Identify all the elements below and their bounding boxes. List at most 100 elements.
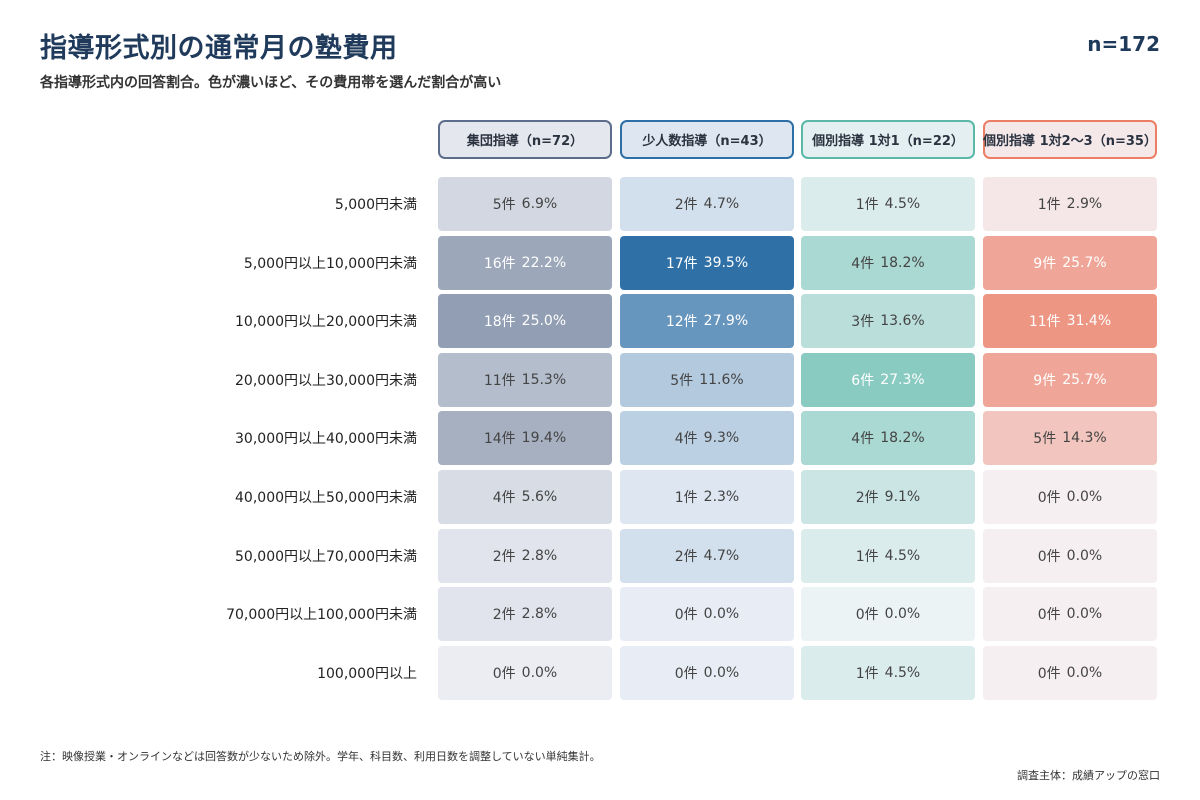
cell-count: 9件 [1033,255,1057,272]
footnote: 注：映像授業・オンラインなどは回答数が少ないため除外。学年、科目数、利用日数を調… [40,750,601,763]
cell-count: 5件 [670,372,694,389]
heatmap-cell: 17件 39.5% [620,235,794,290]
heatmap-cell: 5件 11.6% [620,352,794,407]
cell-count: 18件 [483,314,516,331]
cell-percent: 2.8% [521,547,558,564]
cell-count: 0件 [855,607,879,624]
cell-percent: 25.0% [521,313,567,330]
total-sample-size: n=172 [1087,32,1160,56]
heatmap-cell: 0件 0.0% [801,587,975,642]
cell-count: 4件 [492,490,516,506]
cell-percent: 0.0% [1066,547,1103,564]
heatmap-cell: 5件 14.3% [983,411,1157,466]
heatmap-cell: 0件 0.0% [983,645,1157,700]
cell-count: 0件 [1037,490,1061,506]
cell-percent: 0.0% [521,664,558,681]
row-label: 5,000円未満 [334,197,417,213]
cell-percent: 9.1% [884,489,921,505]
row-label: 50,000円以上70,000円未満 [235,548,417,565]
heatmap-cell: 0件 0.0% [438,645,612,700]
heatmap-cell: 3件 13.6% [801,294,975,349]
cell-percent: 15.3% [521,371,567,388]
cell-percent: 0.0% [703,664,740,681]
cell-percent: 2.8% [521,606,558,623]
heatmap-cell: 6件 27.3% [801,352,975,407]
heatmap-cell: 18件 25.0% [438,294,612,349]
heatmap-cell: 0件 0.0% [620,645,794,700]
heatmap-cell: 12件 27.9% [620,294,794,349]
heatmap-cell: 1件 2.3% [620,470,794,524]
cell-count: 4件 [851,431,875,448]
cell-percent: 2.9% [1066,196,1103,212]
cell-percent: 18.2% [880,430,925,447]
cell-percent: 27.3% [880,371,925,388]
cell-percent: 5.6% [521,489,558,505]
cell-percent: 25.7% [1062,371,1107,388]
cell-percent: 4.5% [884,196,921,212]
heatmap-cell: 1件 4.5% [801,528,975,583]
heatmap-cell: 2件 2.8% [438,528,612,583]
cell-percent: 14.3% [1062,430,1107,447]
heatmap-cell: 1件 4.5% [801,645,975,700]
heatmap-cell: 2件 9.1% [801,470,975,524]
cell-count: 11件 [1028,314,1061,331]
cell-count: 5件 [492,197,516,213]
cell-percent: 31.4% [1066,313,1112,330]
cell-count: 0件 [1037,665,1061,682]
cell-percent: 11.6% [699,371,744,388]
cell-count: 1件 [855,197,879,213]
cell-count: 16件 [483,255,516,272]
heatmap-cell: 4件 18.2% [801,411,975,466]
cell-count: 0件 [492,665,516,682]
chart-title: 指導形式別の通常月の塾費用 [40,33,398,64]
chart-subtitle: 各指導形式内の回答割合。色が濃いほど、その費用帯を選んだ割合が高い [40,75,502,91]
cell-percent: 2.3% [703,489,740,505]
row-label: 70,000円以上100,000円未満 [226,607,417,624]
heatmap-cell: 1件 4.5% [801,177,975,231]
cell-percent: 0.0% [884,606,921,623]
cell-percent: 19.4% [521,430,567,447]
cell-percent: 0.0% [1066,489,1103,505]
cell-count: 1件 [1037,197,1061,213]
heatmap-cell: 11件 15.3% [438,352,612,407]
cell-count: 2件 [674,548,698,565]
heatmap-cell: 0件 0.0% [983,470,1157,524]
cell-count: 6件 [851,372,875,389]
row-label: 40,000円以上50,000円未満 [235,490,417,506]
heatmap-cell: 0件 0.0% [983,528,1157,583]
cell-count: 17件 [665,255,698,272]
row-label: 5,000円以上10,000円未満 [243,255,417,272]
cell-count: 12件 [665,314,698,331]
heatmap-cell: 2件 4.7% [620,528,794,583]
cell-count: 2件 [855,490,879,506]
cell-percent: 6.9% [521,196,558,212]
row-label: 20,000円以上30,000円未満 [235,372,417,389]
column-header: 個別指導 1対2〜3（n=35） [983,120,1157,159]
cell-percent: 4.5% [884,664,921,681]
cell-percent: 13.6% [880,313,925,330]
cell-count: 14件 [483,431,516,448]
heatmap-cell: 11件 31.4% [983,294,1157,349]
row-label: 100,000円以上 [317,665,417,682]
column-header: 個別指導 1対1（n=22） [801,120,975,159]
column-header: 少人数指導（n=43） [620,120,794,159]
heatmap-cell: 0件 0.0% [983,587,1157,642]
cell-count: 3件 [851,314,875,331]
cell-count: 4件 [851,255,875,272]
cell-count: 2件 [492,548,516,565]
cell-count: 2件 [674,197,698,213]
heatmap-cell: 1件 2.9% [983,177,1157,231]
cell-percent: 39.5% [703,254,749,271]
heatmap-cell: 2件 2.8% [438,587,612,642]
cell-count: 5件 [1033,431,1057,448]
cell-count: 0件 [1037,548,1061,565]
heatmap-cell: 2件 4.7% [620,177,794,231]
heatmap-cell: 0件 0.0% [620,587,794,642]
row-label: 30,000円以上40,000円未満 [235,431,417,448]
cell-percent: 25.7% [1062,254,1107,271]
source-credit: 調査主体：成績アップの窓口 [1017,769,1160,782]
cell-count: 0件 [1037,607,1061,624]
cell-percent: 4.7% [703,547,740,564]
cell-percent: 4.7% [703,196,740,212]
heatmap-cell: 9件 25.7% [983,235,1157,290]
